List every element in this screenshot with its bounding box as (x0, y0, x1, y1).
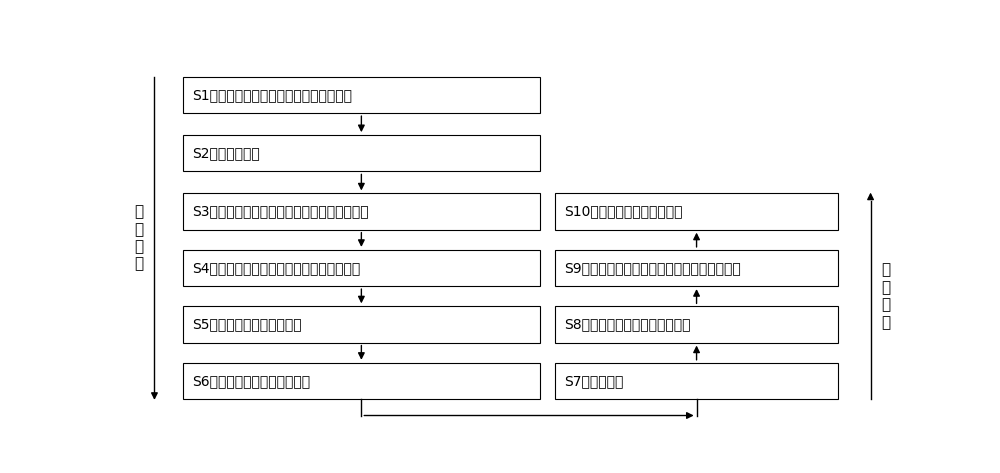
Text: S4、主机燃油供给达到指定工作压力和温度: S4、主机燃油供给达到指定工作压力和温度 (192, 261, 361, 275)
Bar (555, 306, 838, 342)
Text: S5、主机加载至小负荷运转: S5、主机加载至小负荷运转 (192, 317, 302, 332)
Text: S1、水乙二醇系统启动并循环到稳定状态: S1、水乙二醇系统启动并循环到稳定状态 (192, 88, 352, 102)
Bar (555, 363, 838, 399)
Text: S3、高压泵启动，燃料供应系统到达预备状态: S3、高压泵启动，燃料供应系统到达预备状态 (192, 204, 369, 219)
Bar (183, 306, 540, 342)
Text: 开
启
主
机: 开 启 主 机 (134, 204, 144, 272)
Bar (183, 193, 540, 230)
Text: S2、低压泵启动: S2、低压泵启动 (192, 146, 260, 160)
Text: S7、主机停机: S7、主机停机 (564, 374, 624, 388)
Text: S9、低压泵和高压泵停机，主机燃料管路惰化: S9、低压泵和高压泵停机，主机燃料管路惰化 (564, 261, 741, 275)
Text: S10、水乙二醇系统停止循环: S10、水乙二醇系统停止循环 (564, 204, 683, 219)
Text: S6、主机加载至正常运转负荷: S6、主机加载至正常运转负荷 (192, 374, 311, 388)
Bar (555, 193, 838, 230)
Text: S8、燃料供应系统进入待机状态: S8、燃料供应系统进入待机状态 (564, 317, 691, 332)
Bar (183, 77, 540, 113)
Text: 关
闭
主
机: 关 闭 主 机 (881, 263, 891, 330)
Bar (183, 135, 540, 172)
Bar (183, 250, 540, 286)
Bar (183, 363, 540, 399)
Bar (555, 250, 838, 286)
